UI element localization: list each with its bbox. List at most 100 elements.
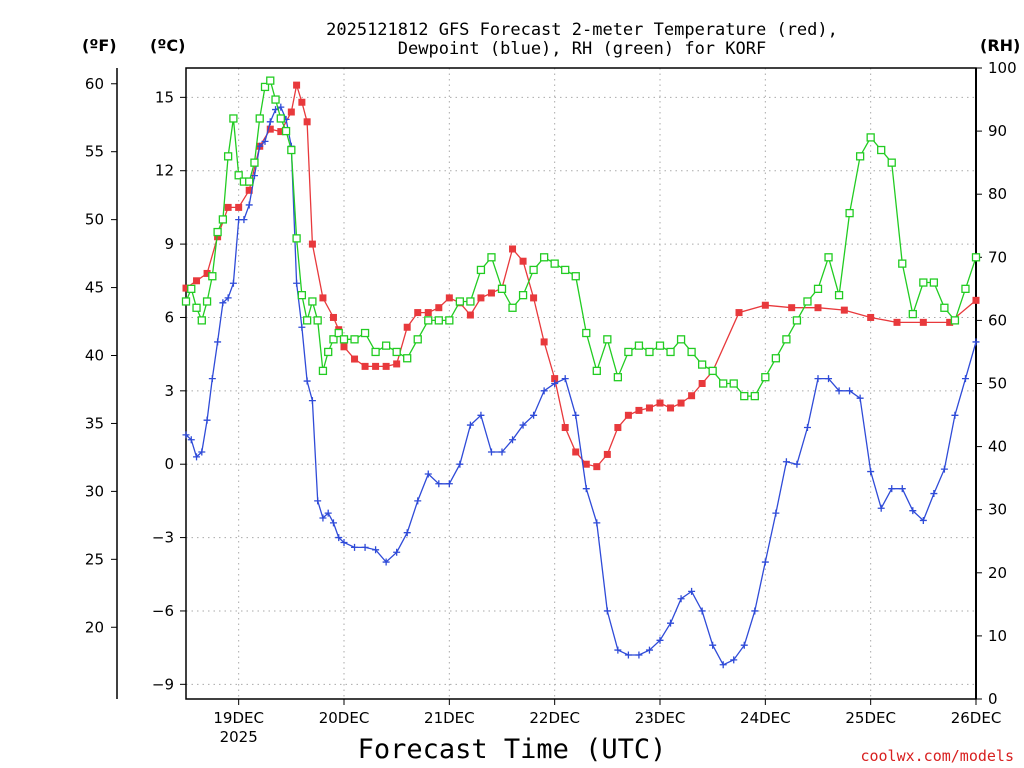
temperature-point [814,304,822,312]
temperature-point [393,360,401,368]
rh-point [324,347,333,357]
rh-point [434,316,443,325]
rh-point [192,303,201,312]
dewpoint-point [435,480,443,488]
rh-tick-label: 60 [988,311,1007,329]
temperature-point [193,277,201,285]
dewpoint-point [888,485,896,493]
temperature-point [530,294,538,302]
temperature-point [688,392,696,400]
temperature-point [235,203,243,211]
rh-point [371,347,380,357]
rh-point [803,297,812,306]
temperature-point [382,362,390,370]
rh-point [339,335,349,344]
f-tick-label: 60 [85,75,104,93]
rh-point [550,259,559,268]
rh-tick-label: 100 [988,59,1017,77]
dewpoint-point [540,387,548,395]
rh-point [276,114,285,123]
rh-point [908,309,917,319]
rh-point [392,347,401,357]
rh-point [187,284,196,294]
rh-point [866,133,875,142]
rh-point [940,303,949,312]
rh-point [950,316,960,325]
rh-point [229,114,238,123]
temperature-point [308,240,316,248]
rh-tick-label: 70 [988,248,1007,266]
rh-point [292,234,301,243]
temperature-point [624,411,632,419]
dewpoint-point [424,470,432,478]
dewpoint-point [208,375,216,383]
dewpoint-point [719,661,727,669]
dewpoint-point [593,519,601,527]
rh-point [334,328,343,338]
dewpoint-point [240,216,248,224]
series-layer [181,76,981,669]
rh-tick-label: 50 [988,375,1007,393]
temperature-point [329,313,337,321]
temperature-point [351,355,359,363]
dewpoint-point [624,651,632,659]
rh-point [782,335,791,344]
rh-point [266,76,275,85]
temperature-point [298,98,306,106]
f-tick-label: 45 [85,279,104,297]
rh-point [582,328,591,338]
dewpoint-point [867,468,875,476]
rh-point [223,152,233,161]
x-axis-label: Forecast Time (UTC) [358,734,667,765]
rh-point [771,354,781,363]
dewpoint-point [782,458,790,466]
grid-lines [186,68,976,699]
temperature-point [698,380,706,387]
f-tick-label: 30 [85,482,104,500]
plot-frame [185,67,977,700]
dewpoint-point [487,448,495,456]
series-rh [181,76,981,401]
rh-point [318,366,328,376]
dewpoint-point [793,460,801,468]
c-tick-label: −3 [152,529,174,547]
temperature-point [182,284,190,292]
temperature-point [466,311,474,319]
dewpoint-point [314,497,322,505]
temperature-point [572,448,580,456]
dewpoint-point [972,338,980,346]
x-tick-label: 26DEC [951,709,1002,727]
chart-subtitle: Dewpoint (blue), RH (green) for KORF [398,39,766,59]
credit-link[interactable]: coolwx.com/models [860,747,1014,765]
rh-point [213,227,222,237]
rh-point [729,379,738,388]
dewpoint-point [456,460,464,468]
dewpoint-point [361,543,369,551]
dewpoint-point [835,387,843,395]
rh-tick-label: 30 [988,501,1007,519]
temperature-point [972,296,980,304]
dewpoint-point [351,543,359,551]
dewpoint-point [319,514,327,522]
rh-point [403,354,412,363]
dewpoint-point [277,103,285,111]
dewpoint-point [308,397,316,405]
chart-title: 2025121812 GFS Forecast 2-meter Temperat… [326,20,838,40]
dewpoint-line [185,106,977,666]
x-tick-label: 21DEC [424,709,475,727]
temperature-point [424,309,432,317]
rh-point [302,316,312,325]
rh-tick-label: 0 [988,690,998,708]
temperature-point [540,338,548,346]
dewpoint-point [919,516,927,524]
dewpoint-point [414,497,422,505]
dewpoint-point [614,646,622,654]
dewpoint-point [303,377,311,385]
dewpoint-point [582,485,590,493]
rh-point [487,253,496,262]
dewpoint-point [477,411,485,419]
dewpoint-point [846,387,854,395]
rh-point [381,341,391,350]
dewpoint-point [730,656,738,664]
temperature-point [551,375,559,383]
